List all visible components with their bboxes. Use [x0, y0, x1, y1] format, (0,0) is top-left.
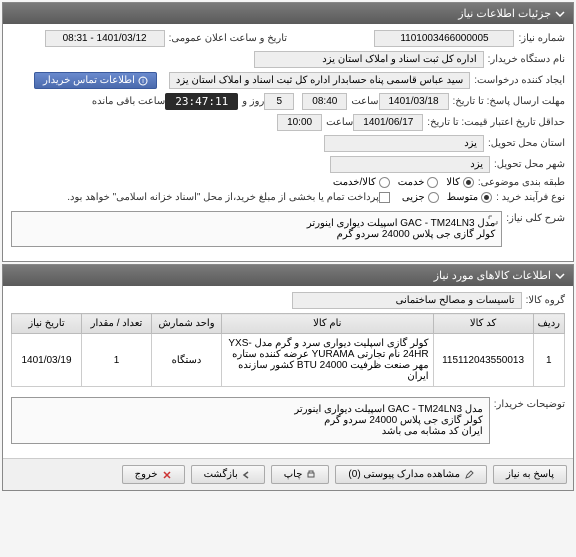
deadline-time-label: ساعت: [351, 96, 378, 107]
th-qty: تعداد / مقدار: [82, 314, 152, 334]
panel-header-items: اطلاعات کالاهای مورد نیاز: [3, 265, 573, 286]
th-idx: ردیف: [533, 314, 564, 334]
print-icon: [306, 470, 316, 480]
items-table: ردیف کد کالا نام کالا واحد شمارش تعداد /…: [11, 313, 565, 387]
radio-medium[interactable]: [481, 192, 492, 203]
contact-buyer-button[interactable]: i اطلاعات تماس خریدار: [34, 72, 157, 89]
table-row[interactable]: 1 115112043550013 کولر گازی اسپلیت دیوار…: [12, 334, 565, 387]
min-valid-label: حداقل تاریخ اعتبار قیمت: تا تاریخ:: [427, 117, 565, 128]
desc-label: شرح کلی نیاز:: [506, 207, 565, 224]
radio-khedmat[interactable]: [427, 177, 438, 188]
creator-label: ایجاد کننده درخواست:: [474, 75, 565, 86]
min-valid-date: 1401/06/17: [353, 114, 423, 131]
deadline-days: 5: [264, 93, 294, 110]
min-valid-time-label: ساعت: [326, 117, 353, 128]
chevron-down-icon: [555, 9, 565, 19]
process-note: پرداخت تمام یا بخشی از مبلغ خرید،از محل …: [67, 192, 379, 203]
treasury-checkbox[interactable]: [379, 192, 390, 203]
buyer-desc-box: مدل GAC - TM24LN3 اسپیلت دیواری اینورتر …: [11, 397, 490, 444]
print-button[interactable]: چاپ: [271, 465, 330, 484]
expand-icon[interactable]: [488, 215, 498, 225]
buyer-desc-line1: مدل GAC - TM24LN3 اسپیلت دیواری اینورتر: [18, 404, 483, 415]
td-name: کولر گازی اسپلیت دیواری سرد و گرم مدل YX…: [222, 334, 434, 387]
radio-kala[interactable]: [463, 177, 474, 188]
category-radio-group: کالا خدمت کالا/خدمت: [333, 177, 474, 188]
buyer-desc-label: توضیحات خریدار:: [494, 393, 565, 410]
th-date: تاریخ نیاز: [12, 314, 82, 334]
desc-box: مدل GAC - TM24LN3 اسپیلت دیواری اینورتر …: [11, 211, 502, 247]
province-label: استان محل تحویل:: [488, 138, 565, 149]
th-code: کد کالا: [433, 314, 533, 334]
td-date: 1401/03/19: [12, 334, 82, 387]
need-no-value: 1101003466000005: [374, 30, 514, 47]
deadline-days-label: روز و: [242, 96, 264, 107]
td-unit: دستگاه: [152, 334, 222, 387]
province-value: یزد: [324, 135, 484, 152]
radio-minor[interactable]: [428, 192, 439, 203]
back-icon: [242, 470, 252, 480]
need-no-label: شماره نیاز:: [518, 33, 565, 44]
deadline-label: مهلت ارسال پاسخ: تا تاریخ:: [453, 96, 565, 107]
city-label: شهر محل تحویل:: [494, 159, 565, 170]
svg-text:i: i: [142, 78, 144, 85]
min-valid-time: 10:00: [277, 114, 322, 131]
buyer-desc-line2: کولر گازی جی پلاس 24000 سردو گرم: [18, 415, 483, 426]
attach-icon: [464, 470, 474, 480]
process-label: نوع فرآیند خرید :: [496, 192, 565, 203]
attachments-button[interactable]: مشاهده مدارک پیوستی (0): [335, 465, 487, 484]
th-unit: واحد شمارش: [152, 314, 222, 334]
info-icon: i: [138, 76, 148, 86]
panel2-title: اطلاعات کالاهای مورد نیاز: [434, 269, 551, 282]
reply-button[interactable]: پاسخ به نیاز: [493, 465, 567, 484]
panel-title: جزئیات اطلاعات نیاز: [458, 7, 551, 20]
exit-button[interactable]: خروج: [122, 465, 185, 484]
chevron-down-icon: [555, 271, 565, 281]
process-radio-group: متوسط جزیی: [402, 192, 492, 203]
remain-label: ساعت باقی مانده: [92, 96, 165, 107]
buyer-label: نام دستگاه خریدار:: [488, 54, 565, 65]
category-label: طبقه بندی موضوعی:: [478, 177, 565, 188]
countdown-timer: 23:47:11: [165, 93, 238, 110]
deadline-time: 08:40: [302, 93, 347, 110]
desc-line2: کولر گازی جی پلاس 24000 سردو گرم: [18, 229, 495, 240]
city-value: یزد: [330, 156, 490, 173]
group-label: گروه کالا:: [526, 295, 565, 306]
announce-label: تاریخ و ساعت اعلان عمومی:: [169, 33, 288, 44]
creator-value: سید عباس قاسمی پناه حسابدار اداره کل ثبت…: [169, 72, 470, 89]
td-code: 115112043550013: [433, 334, 533, 387]
contact-btn-label: اطلاعات تماس خریدار: [43, 75, 135, 86]
td-idx: 1: [533, 334, 564, 387]
panel-header-details: جزئیات اطلاعات نیاز: [3, 3, 573, 24]
radio-kala-khedmat[interactable]: [379, 177, 390, 188]
th-name: نام کالا: [222, 314, 434, 334]
desc-line1: مدل GAC - TM24LN3 اسپیلت دیواری اینورتر: [18, 218, 495, 229]
back-button[interactable]: بازگشت: [191, 465, 265, 484]
buyer-desc-line3: ایران کد مشابه می باشد: [18, 426, 483, 437]
announce-value: 1401/03/12 - 08:31: [45, 30, 165, 47]
exit-icon: [162, 470, 172, 480]
buyer-value: اداره کل ثبت اسناد و املاک استان یزد: [254, 51, 484, 68]
deadline-date: 1401/03/18: [379, 93, 449, 110]
group-value: تاسیسات و مصالح ساختمانی: [292, 292, 522, 309]
td-qty: 1: [82, 334, 152, 387]
